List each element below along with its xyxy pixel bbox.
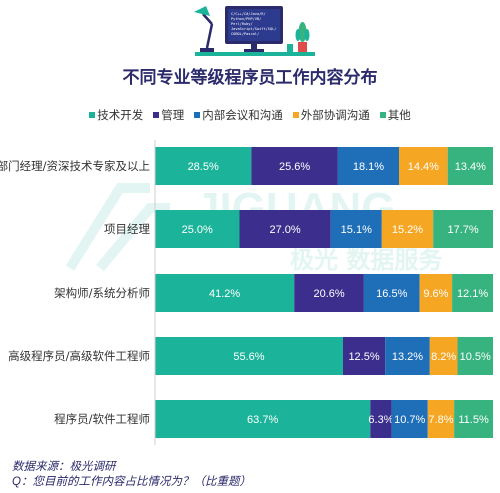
legend-label: 内部会议和沟通 xyxy=(202,110,283,122)
bar-value-label: 9.6% xyxy=(423,288,448,300)
category-label: 部门经理/资深技术专家及以上 xyxy=(0,159,150,173)
bar-value-label: 25.6% xyxy=(279,161,310,173)
bar-value-label: 20.6% xyxy=(313,288,344,300)
bar-value-label: 15.1% xyxy=(341,224,372,236)
legend-swatch xyxy=(379,112,386,118)
bar-value-label: 27.0% xyxy=(270,224,301,236)
legend-swatch xyxy=(194,112,201,118)
legend-swatch xyxy=(153,112,160,118)
plant-icon xyxy=(295,22,310,52)
category-label: 高级程序员/高级软件工程师 xyxy=(8,349,150,363)
bar-value-label: 10.5% xyxy=(460,351,491,363)
chart-legend: 技术开发 管理 内部会议和沟通 外部协调沟通 其他 xyxy=(0,107,500,123)
bar-value-label: 14.4% xyxy=(408,161,439,173)
legend-swatch xyxy=(292,112,299,118)
bar-segment xyxy=(429,337,458,375)
bar-value-label: 16.5% xyxy=(376,288,407,300)
monitor-code-line: JavaScript/Swift/SQL/ xyxy=(231,27,276,31)
legend-label: 管理 xyxy=(161,110,185,122)
bar-segment xyxy=(433,210,493,248)
bar-segment xyxy=(427,400,455,438)
bar-value-label: 13.4% xyxy=(455,161,486,173)
bar-segment xyxy=(452,274,493,312)
bar-segment xyxy=(342,337,386,375)
bar-segment xyxy=(457,337,493,375)
bar-segment xyxy=(155,210,240,248)
mug-icon xyxy=(287,44,293,52)
bar-value-label: 10.7% xyxy=(394,414,425,426)
category-label: 架构师/系统分析师 xyxy=(54,286,150,300)
bar-segment xyxy=(385,337,430,375)
monitor-code-line: Python/PHP/VB/ xyxy=(231,17,261,21)
bar-segment xyxy=(251,147,338,185)
legend-label: 外部协调沟通 xyxy=(300,110,370,122)
svg-text:C/C++/C#/Java/R/Python/PHP/VB/: C/C++/C#/Java/R/Python/PHP/VB/Perl/Ruby/… xyxy=(231,12,276,36)
chart-title: 不同专业等级程序员工作内容分布 xyxy=(122,68,378,87)
desk-lamp-icon xyxy=(194,6,214,52)
bar-segment xyxy=(370,400,392,438)
bar-segment xyxy=(155,400,371,438)
bar-value-label: 6.3% xyxy=(368,414,393,426)
monitor-code-line: Perl/Ruby/ xyxy=(231,22,253,26)
monitor-code-line: COBOL/Pascal/ xyxy=(231,32,259,36)
bar-value-label: 11.5% xyxy=(458,414,489,426)
bar-value-label: 15.2% xyxy=(392,224,423,236)
legend-label: 其他 xyxy=(387,110,411,122)
bar-value-label: 8.2% xyxy=(431,351,456,363)
header-illustration: C/C++/C#/Java/R/Python/PHP/VB/Perl/Ruby/… xyxy=(194,6,315,56)
bar-segment xyxy=(155,274,295,312)
category-label: 项目经理 xyxy=(104,222,150,236)
bar-value-label: 41.2% xyxy=(209,288,240,300)
bar-segment xyxy=(391,400,428,438)
bar-segment xyxy=(330,210,382,248)
legend-item: 内部会议和沟通 xyxy=(194,107,283,123)
bar-value-label: 7.8% xyxy=(428,414,453,426)
bar-segment xyxy=(399,147,448,185)
bar-value-label: 12.1% xyxy=(457,288,488,300)
data-source-note: 数据来源：极光调研 xyxy=(12,461,116,473)
bar-value-label: 13.2% xyxy=(392,351,423,363)
bar-value-label: 18.1% xyxy=(353,161,384,173)
bar-value-label: 12.5% xyxy=(348,351,379,363)
bar-segment xyxy=(239,210,331,248)
legend-item: 其他 xyxy=(379,107,411,123)
desk-icon xyxy=(195,52,315,56)
bar-segment xyxy=(337,147,400,185)
category-label: 程序员/软件工程师 xyxy=(54,412,150,426)
monitor-code-line: C/C++/C#/Java/R/ xyxy=(231,12,266,16)
bar-value-label: 25.0% xyxy=(182,224,213,236)
legend-label: 技术开发 xyxy=(97,110,144,122)
bar-segment xyxy=(155,147,252,185)
bar-segment xyxy=(294,274,364,312)
bar-segment xyxy=(381,210,434,248)
bar-segment xyxy=(454,400,493,438)
bar-value-label: 63.7% xyxy=(247,414,278,426)
monitor-icon: C/C++/C#/Java/R/Python/PHP/VB/Perl/Ruby/… xyxy=(225,6,283,52)
bar-segment xyxy=(155,337,343,375)
bar-value-label: 28.5% xyxy=(188,161,219,173)
bar-value-label: 17.7% xyxy=(447,224,478,236)
survey-question-note: Q：您目前的工作内容占比情况为？（比重题） xyxy=(12,476,251,488)
bar-segment xyxy=(419,274,453,312)
legend-item: 外部协调沟通 xyxy=(292,107,370,123)
legend-item: 管理 xyxy=(153,107,184,123)
bar-segment xyxy=(363,274,420,312)
bar-value-label: 55.6% xyxy=(233,351,264,363)
legend-item: 技术开发 xyxy=(89,107,143,123)
legend-swatch xyxy=(89,112,96,118)
bar-segment xyxy=(447,147,493,185)
